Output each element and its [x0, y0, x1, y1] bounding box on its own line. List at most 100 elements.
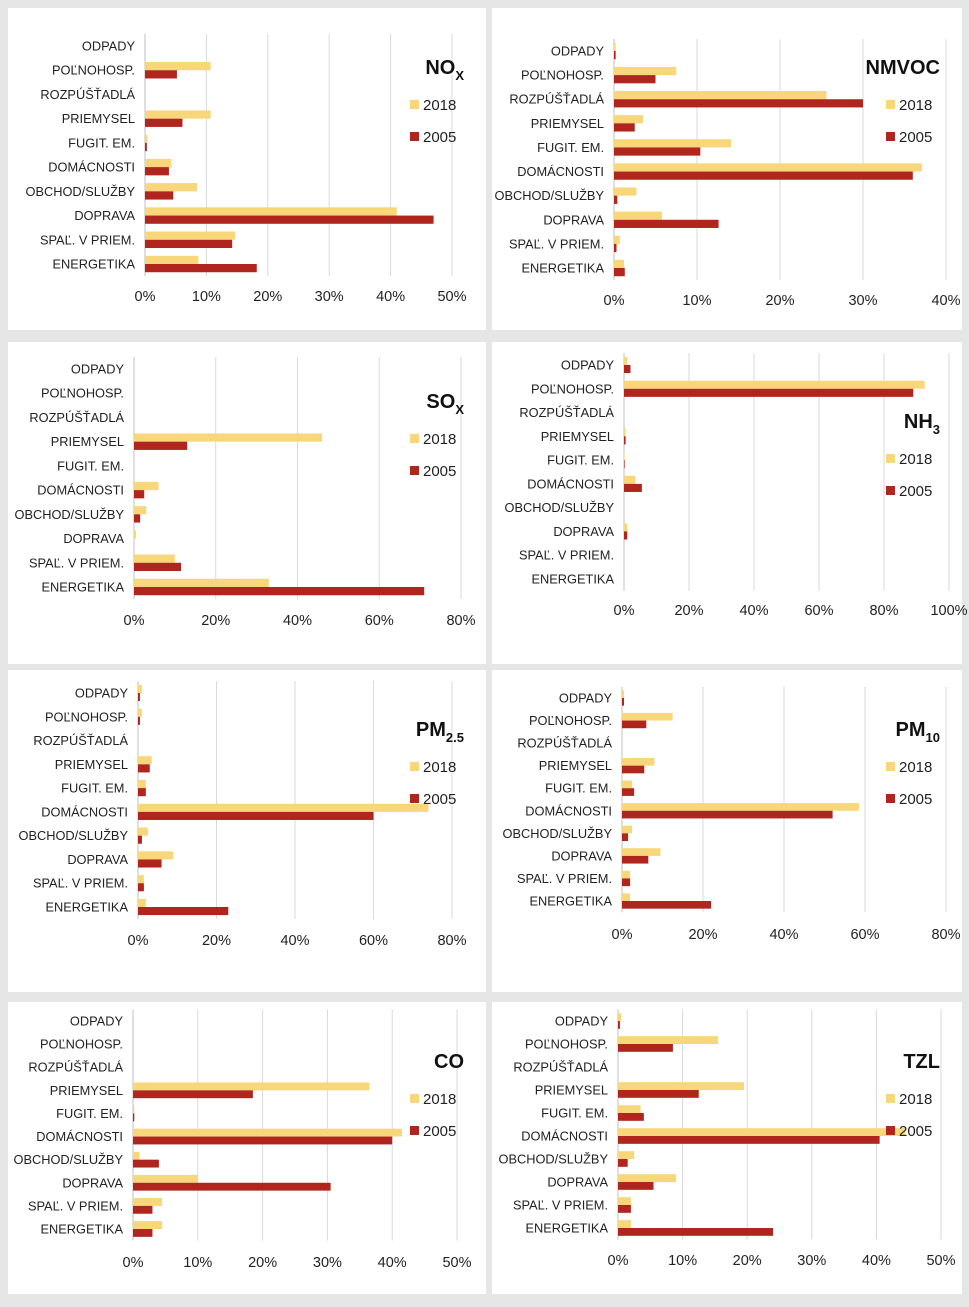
bar-2018 [138, 708, 142, 717]
bar-2005 [624, 365, 631, 374]
bar-2005 [614, 99, 863, 108]
x-tick-label: 0% [135, 289, 156, 305]
bar-2018 [624, 380, 925, 389]
category-label: PRIEMYSEL [51, 434, 124, 449]
category-label: DOMÁCNOSTI [527, 476, 614, 491]
x-tick-label: 30% [315, 289, 344, 305]
legend-swatch-2005 [886, 132, 895, 141]
category-label: DOMÁCNOSTI [521, 1129, 608, 1144]
bar-2018 [138, 803, 429, 812]
bar-2018 [145, 255, 199, 264]
bar-2018 [618, 1105, 641, 1113]
bar-2005 [622, 765, 645, 774]
x-tick-label: 20% [201, 613, 230, 629]
category-label: SPAĽ. V PRIEM. [29, 555, 124, 570]
category-label: PRIEMYSEL [62, 111, 135, 126]
category-label: ROZPÚŠŤADLÁ [517, 736, 612, 751]
legend-swatch-2018 [886, 454, 895, 463]
category-label: ROZPÚŠŤADLÁ [33, 733, 128, 748]
legend-label-2018: 2018 [899, 759, 932, 776]
x-tick-label: 50% [926, 1253, 955, 1269]
legend-label-2005: 2005 [899, 1123, 932, 1140]
bar-2005 [618, 1182, 654, 1190]
chart-title-subscript: X [455, 402, 464, 417]
category-label: DOMÁCNOSTI [41, 804, 128, 819]
bar-2018 [138, 827, 148, 836]
bar-2018 [134, 433, 323, 442]
x-tick-label: 20% [248, 1255, 277, 1271]
category-label: SPAĽ. V PRIEM. [519, 548, 614, 563]
category-label: FUGIT. EM. [56, 1106, 123, 1121]
bar-2018 [134, 506, 147, 515]
legend-swatch-2018 [410, 762, 419, 771]
bar-2005 [622, 810, 833, 819]
x-tick-label: 100% [930, 603, 967, 619]
category-label: ODPADY [559, 691, 613, 706]
bar-2005 [624, 436, 626, 445]
category-label: SPAĽ. V PRIEM. [517, 871, 612, 886]
legend-label-2018: 2018 [899, 97, 932, 114]
category-label: PRIEMYSEL [539, 758, 612, 773]
category-label: ENERGETIKA [526, 1221, 609, 1236]
category-label: ROZPÚŠŤADLÁ [40, 87, 135, 102]
category-label: ENERGETIKA [53, 257, 136, 272]
legend-label-2018: 2018 [423, 431, 456, 448]
category-label: FUGIT. EM. [541, 1106, 608, 1121]
x-tick-label: 60% [365, 613, 394, 629]
bar-2005 [622, 855, 649, 864]
chart-title: NH3 [904, 411, 940, 437]
chart-title-subscript: 10 [926, 730, 940, 745]
bar-2005 [133, 1159, 159, 1168]
x-tick-label: 40% [280, 933, 309, 949]
category-label: DOPRAVA [63, 531, 124, 546]
bar-2018 [618, 1082, 744, 1090]
category-label: ODPADY [70, 1014, 124, 1029]
bar-2018 [145, 61, 211, 71]
chart-title-main: SO [426, 391, 455, 413]
bar-2018 [145, 207, 397, 216]
bar-2018 [133, 1221, 163, 1229]
category-label: POĽNOHOSP. [529, 713, 612, 728]
x-tick-label: 20% [765, 293, 794, 309]
category-label: FUGIT. EM. [547, 453, 614, 468]
legend-swatch-2005 [410, 132, 419, 141]
bar-2018 [614, 235, 620, 244]
category-label: DOMÁCNOSTI [517, 164, 604, 179]
bar-2005 [614, 171, 913, 180]
chart-title-main: CO [434, 1051, 464, 1073]
bar-2018 [618, 1128, 906, 1136]
bar-2005 [614, 219, 719, 228]
category-label: ROZPÚŠŤADLÁ [509, 92, 604, 107]
legend-label-2005: 2005 [423, 1123, 456, 1140]
legend-label-2005: 2005 [423, 463, 456, 480]
bar-2005 [614, 75, 656, 84]
bar-2018 [622, 757, 655, 766]
category-label: DOMÁCNOSTI [37, 483, 124, 498]
legend-swatch-2018 [410, 434, 419, 443]
category-label: SPAĽ. V PRIEM. [513, 1198, 608, 1213]
bar-2018 [145, 110, 211, 119]
x-tick-label: 0% [124, 613, 145, 629]
category-label: DOMÁCNOSTI [36, 1129, 123, 1144]
bar-2018 [618, 1220, 631, 1228]
bar-2005 [145, 70, 177, 79]
bar-2005 [624, 388, 914, 397]
x-tick-label: 60% [804, 603, 833, 619]
chart-panel-4: 0% 20% 40% 60% 80% 100% ODPADY POĽNOHOSP. ROZPÚŠ… [492, 342, 968, 664]
bar-2018 [618, 1197, 631, 1205]
category-label: POĽNOHOSP. [531, 381, 614, 396]
x-tick-label: 50% [437, 289, 466, 305]
category-label: ROZPÚŠŤADLÁ [28, 1060, 123, 1075]
bar-2005 [145, 142, 147, 152]
chart-panel-6: 0% 20% 40% 60% 80% ODPADY POĽNOHOSP. ROZPÚŠŤADL… [492, 670, 962, 992]
chart-title: CO [434, 1051, 464, 1073]
legend-swatch-2018 [886, 762, 895, 771]
bar-2005 [138, 883, 144, 892]
x-tick-label: 20% [688, 927, 717, 943]
category-label: SPAĽ. V PRIEM. [33, 876, 128, 891]
legend-swatch-2005 [410, 466, 419, 475]
category-label: OBCHOD/SLUŽBY [502, 826, 612, 841]
x-tick-label: 60% [850, 927, 879, 943]
bar-2018 [622, 848, 661, 856]
